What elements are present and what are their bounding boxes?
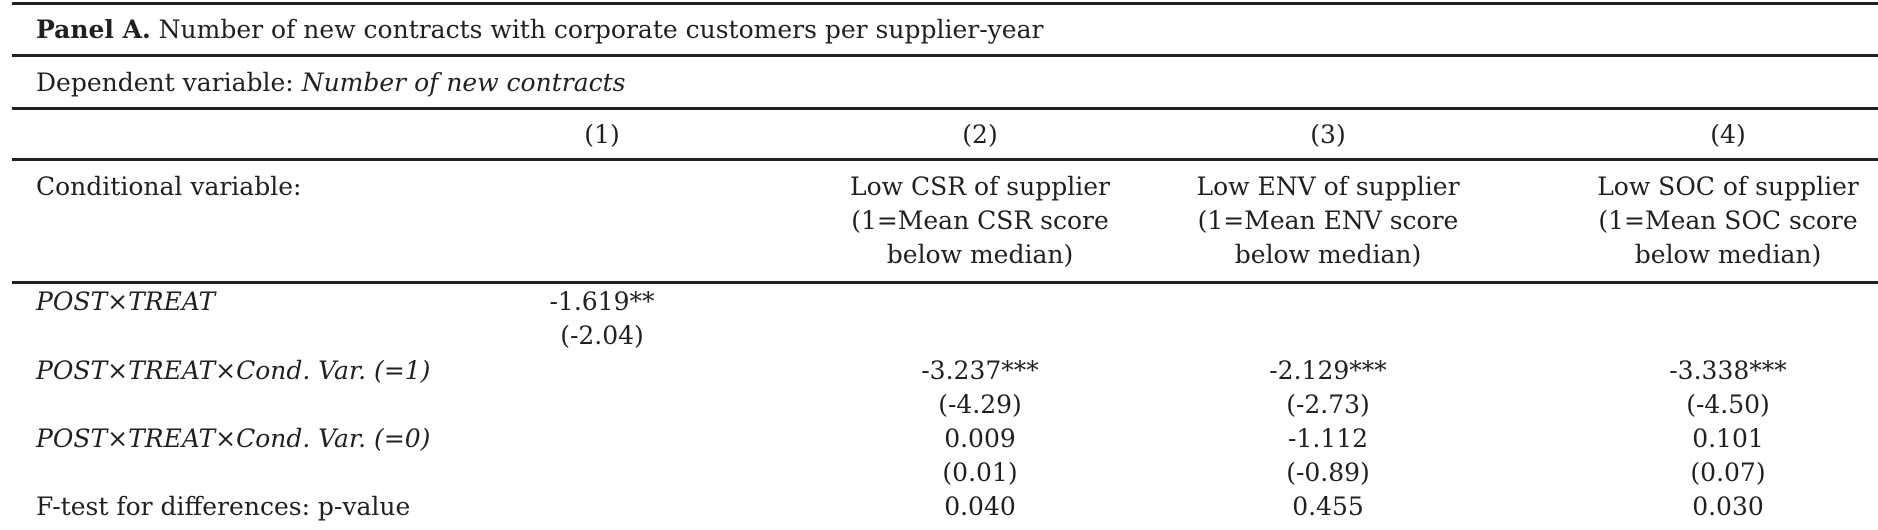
top-rule bbox=[12, 2, 1878, 5]
panel-description: Number of new contracts with corporate c… bbox=[150, 15, 1044, 44]
post-treat-label: POST×TREAT bbox=[36, 287, 216, 316]
dependent-variable-value: Number of new contracts bbox=[301, 68, 626, 97]
dependent-variable: Dependent variable: Number of new contra… bbox=[36, 66, 626, 100]
conditional-env: Low ENV of supplier (1=Mean ENV score be… bbox=[1178, 170, 1478, 272]
cond0-label: POST×TREAT×Cond. Var. (=0) bbox=[36, 424, 431, 453]
conditional-env-line-2: (1=Mean ENV score bbox=[1197, 206, 1459, 235]
conditional-env-line-1: Low ENV of supplier bbox=[1196, 172, 1460, 201]
cond1-tstat-4: (-4.50) bbox=[1686, 390, 1770, 419]
cond0-tstat-3: (-0.89) bbox=[1286, 458, 1370, 487]
conditional-csr: Low CSR of supplier (1=Mean CSR score be… bbox=[830, 170, 1130, 272]
conditional-csr-line-1: Low CSR of supplier bbox=[850, 172, 1110, 201]
conditional-csr-line-3: below median) bbox=[886, 240, 1074, 269]
column-header-2: (2) bbox=[962, 120, 998, 149]
panel-rule bbox=[12, 54, 1878, 57]
conditional-csr-line-2: (1=Mean CSR score bbox=[851, 206, 1109, 235]
panel-title: Panel A. Number of new contracts with co… bbox=[36, 13, 1043, 47]
cond1-coef-2: -3.237*** bbox=[921, 356, 1039, 385]
cond0-coef-3: -1.112 bbox=[1287, 424, 1369, 453]
cond1-label: POST×TREAT×Cond. Var. (=1) bbox=[36, 356, 431, 385]
cond0-tstat-4: (0.07) bbox=[1690, 458, 1766, 487]
conditional-rule bbox=[12, 281, 1878, 284]
conditional-variable-label: Conditional variable: bbox=[36, 172, 302, 201]
cond1-tstat-3: (-2.73) bbox=[1286, 390, 1370, 419]
post-treat-coef-1: -1.619** bbox=[549, 287, 655, 316]
cond1-coef-4: -3.338*** bbox=[1669, 356, 1787, 385]
column-header-1: (1) bbox=[584, 120, 620, 149]
cond0-coef-4: 0.101 bbox=[1692, 424, 1764, 453]
ftest-pvalue-3: 0.455 bbox=[1292, 492, 1364, 521]
column-header-3: (3) bbox=[1310, 120, 1346, 149]
header-rule bbox=[12, 158, 1878, 161]
post-treat-tstat-1: (-2.04) bbox=[560, 321, 644, 350]
cond0-tstat-2: (0.01) bbox=[942, 458, 1018, 487]
conditional-soc-line-1: Low SOC of supplier bbox=[1597, 172, 1859, 201]
conditional-soc-line-3: below median) bbox=[1634, 240, 1822, 269]
dependent-variable-label: Dependent variable: bbox=[36, 68, 302, 97]
column-header-4: (4) bbox=[1710, 120, 1746, 149]
dependent-rule bbox=[12, 107, 1878, 110]
cond0-coef-2: 0.009 bbox=[944, 424, 1016, 453]
panel-label: Panel A. bbox=[36, 15, 151, 44]
conditional-soc: Low SOC of supplier (1=Mean SOC score be… bbox=[1578, 170, 1878, 272]
conditional-soc-line-2: (1=Mean SOC score bbox=[1598, 206, 1858, 235]
ftest-pvalue-2: 0.040 bbox=[944, 492, 1016, 521]
ftest-label: F-test for differences: p-value bbox=[36, 492, 411, 521]
conditional-env-line-3: below median) bbox=[1234, 240, 1422, 269]
cond1-tstat-2: (-4.29) bbox=[938, 390, 1022, 419]
ftest-pvalue-4: 0.030 bbox=[1692, 492, 1764, 521]
cond1-coef-3: -2.129*** bbox=[1269, 356, 1387, 385]
